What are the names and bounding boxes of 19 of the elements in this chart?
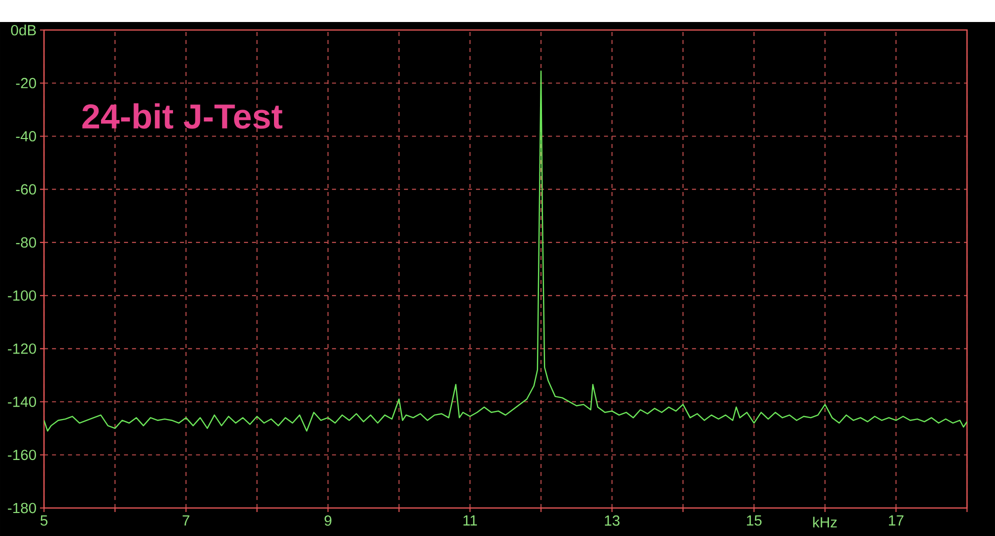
x-tick-label: 15 — [746, 515, 762, 526]
y-tick-label: -40 — [16, 131, 36, 142]
y-tick-label: -100 — [8, 290, 36, 301]
x-tick-label: 9 — [324, 515, 332, 526]
x-tick-label: 5 — [40, 515, 48, 526]
x-tick-label: 17 — [888, 515, 904, 526]
y-tick-label: -160 — [8, 450, 36, 460]
y-tick-label: 0dB — [11, 24, 36, 36]
x-tick-label: 13 — [604, 515, 620, 526]
y-tick-label: -120 — [8, 343, 36, 354]
y-tick-label: -140 — [8, 396, 36, 407]
x-tick-label: 7 — [182, 515, 190, 526]
x-tick-label: 11 — [464, 515, 477, 526]
y-tick-label: -180 — [8, 502, 36, 514]
y-tick-label: -60 — [16, 184, 36, 195]
y-tick-label: -80 — [16, 237, 36, 248]
annotation: 24-bit J-Test — [82, 103, 282, 129]
y-tick-label: -20 — [16, 78, 36, 88]
x-axis-title: kHz — [813, 516, 837, 528]
